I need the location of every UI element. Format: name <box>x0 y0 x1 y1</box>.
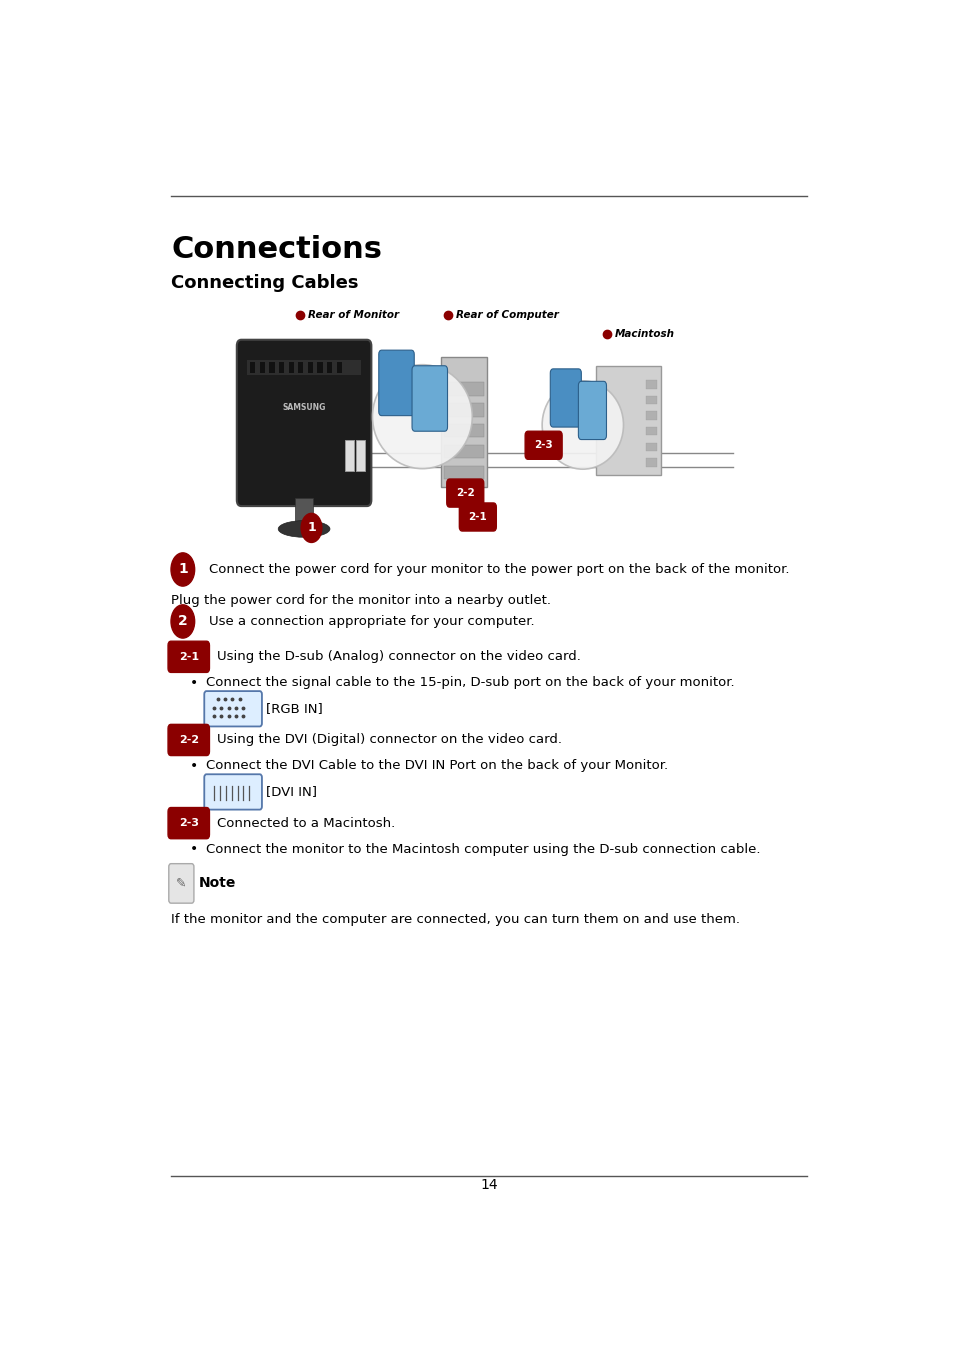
Bar <box>317 362 322 373</box>
Bar <box>440 358 486 487</box>
Bar <box>646 427 656 436</box>
Text: If the monitor and the computer are connected, you can turn them on and use them: If the monitor and the computer are conn… <box>171 914 740 926</box>
Text: Rear of Monitor: Rear of Monitor <box>308 309 398 320</box>
Text: Macintosh: Macintosh <box>614 328 674 339</box>
FancyBboxPatch shape <box>550 369 580 427</box>
Bar <box>250 362 255 373</box>
Text: 2-3: 2-3 <box>178 818 198 828</box>
Text: Note: Note <box>199 876 236 891</box>
Bar <box>443 444 483 458</box>
FancyBboxPatch shape <box>378 350 414 416</box>
FancyBboxPatch shape <box>412 366 447 431</box>
Bar <box>344 440 354 471</box>
Circle shape <box>171 554 194 586</box>
Bar <box>443 382 483 396</box>
Bar <box>269 362 274 373</box>
Text: 2-3: 2-3 <box>534 440 553 451</box>
Bar <box>278 362 284 373</box>
Text: 2-1: 2-1 <box>178 652 198 662</box>
Bar <box>443 424 483 437</box>
Text: SAMSUNG: SAMSUNG <box>282 404 325 412</box>
Bar <box>646 381 656 389</box>
Text: Connect the power cord for your monitor to the power port on the back of the mon: Connect the power cord for your monitor … <box>210 563 789 576</box>
Ellipse shape <box>278 521 330 537</box>
FancyBboxPatch shape <box>459 504 496 531</box>
Text: 1: 1 <box>307 521 315 535</box>
Text: 2-2: 2-2 <box>456 489 475 498</box>
Bar <box>259 362 265 373</box>
Text: Connect the DVI Cable to the DVI IN Port on the back of your Monitor.: Connect the DVI Cable to the DVI IN Port… <box>206 760 668 772</box>
Circle shape <box>301 513 321 543</box>
FancyBboxPatch shape <box>236 340 371 506</box>
Text: [DVI IN]: [DVI IN] <box>265 786 316 798</box>
FancyBboxPatch shape <box>524 431 561 459</box>
Text: 2: 2 <box>178 614 188 629</box>
Text: •: • <box>190 842 197 856</box>
FancyBboxPatch shape <box>204 691 262 726</box>
FancyBboxPatch shape <box>169 864 193 903</box>
Text: Connected to a Macintosh.: Connected to a Macintosh. <box>216 817 395 830</box>
Text: Using the D-sub (Analog) connector on the video card.: Using the D-sub (Analog) connector on th… <box>216 651 580 663</box>
Bar <box>298 362 303 373</box>
Text: •: • <box>190 759 197 774</box>
Text: Connect the signal cable to the 15-pin, D-sub port on the back of your monitor.: Connect the signal cable to the 15-pin, … <box>206 676 735 690</box>
Text: Connecting Cables: Connecting Cables <box>171 274 358 292</box>
Bar <box>294 498 313 529</box>
Bar <box>308 362 313 373</box>
Text: Use a connection appropriate for your computer.: Use a connection appropriate for your co… <box>210 616 535 628</box>
FancyBboxPatch shape <box>168 641 210 672</box>
FancyBboxPatch shape <box>578 381 606 440</box>
Bar <box>443 466 483 479</box>
Bar <box>646 412 656 420</box>
Text: 14: 14 <box>479 1177 497 1192</box>
Bar <box>355 440 365 471</box>
Bar <box>247 359 360 375</box>
Text: ✎: ✎ <box>176 878 187 890</box>
Text: 2-1: 2-1 <box>468 512 487 522</box>
Circle shape <box>171 605 194 639</box>
Text: 1: 1 <box>178 563 188 576</box>
Bar <box>443 404 483 417</box>
Text: Connect the monitor to the Macintosh computer using the D-sub connection cable.: Connect the monitor to the Macintosh com… <box>206 842 760 856</box>
Bar <box>646 443 656 451</box>
Bar <box>596 366 660 475</box>
Bar <box>336 362 341 373</box>
FancyBboxPatch shape <box>204 775 262 810</box>
Ellipse shape <box>541 381 623 470</box>
Text: [RGB IN]: [RGB IN] <box>265 702 322 716</box>
Text: Connections: Connections <box>171 235 381 263</box>
Text: •: • <box>190 676 197 690</box>
Bar <box>288 362 294 373</box>
Text: Plug the power cord for the monitor into a nearby outlet.: Plug the power cord for the monitor into… <box>171 594 551 608</box>
Bar <box>646 396 656 404</box>
FancyBboxPatch shape <box>168 807 210 838</box>
Text: Rear of Computer: Rear of Computer <box>456 309 558 320</box>
Ellipse shape <box>372 364 472 468</box>
Text: Using the DVI (Digital) connector on the video card.: Using the DVI (Digital) connector on the… <box>216 733 561 747</box>
FancyBboxPatch shape <box>446 479 483 508</box>
Bar <box>327 362 332 373</box>
Text: 2-2: 2-2 <box>178 734 198 745</box>
Bar <box>646 458 656 467</box>
FancyBboxPatch shape <box>168 725 210 756</box>
